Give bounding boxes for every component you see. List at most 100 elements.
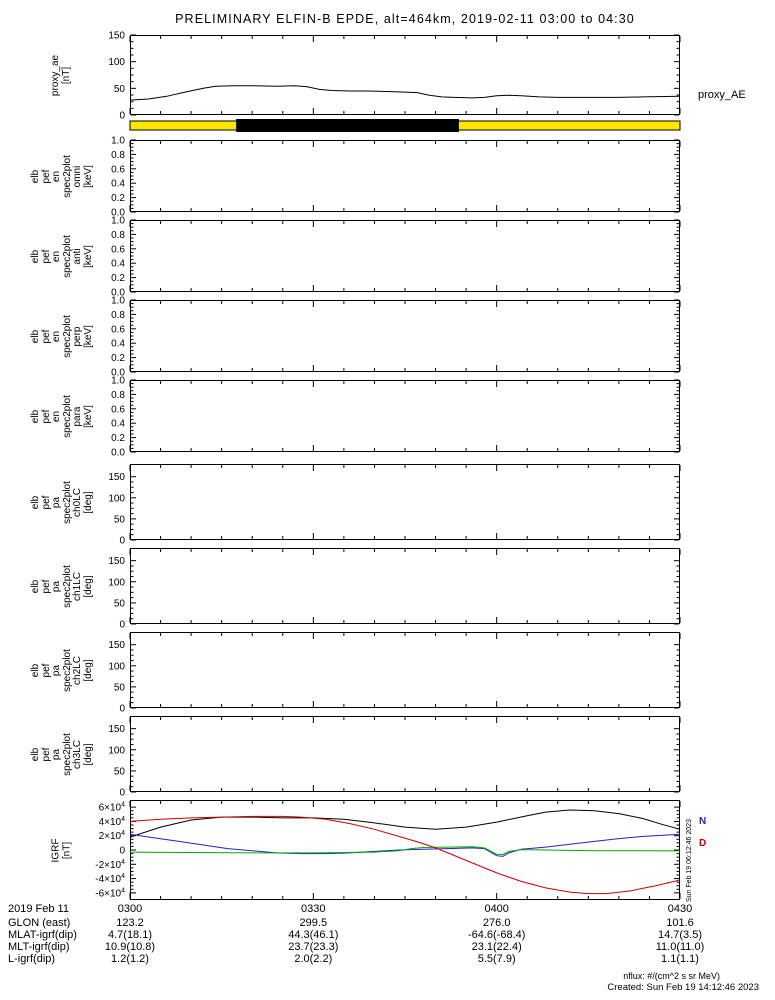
ytick-label: 50	[114, 766, 126, 777]
ytick-label: 0.4	[111, 259, 125, 270]
ylabel-en_spec_omni: elb pef en spec2plot omni [keV]	[29, 154, 94, 198]
ytick-label: 0	[119, 704, 125, 715]
ytick-label: 0	[119, 788, 125, 799]
ytick-label: 4×104	[99, 816, 126, 828]
table-cell: 276.0	[482, 917, 511, 929]
panel-en_spec_omni: 0.0 0.2 0.4 0.6 0.8 1.0	[111, 136, 681, 219]
ytick-label: 0.4	[111, 179, 125, 190]
ytick-label: 0.8	[111, 230, 125, 241]
ytick-label: 0.2	[111, 193, 125, 204]
ytick-label: 150	[108, 724, 125, 735]
row-label: 2019 Feb 11	[8, 903, 69, 915]
time-axis-row: 2019 Feb 11 0300 0330 0400 0430	[0, 903, 775, 915]
panel-en_spec_anti: 0.0 0.2 0.4 0.6 0.8 1.0	[111, 216, 681, 299]
ytick-label: 100	[108, 57, 125, 68]
table-cell: 11.0(11.0)	[655, 941, 705, 953]
ytick-label: 0.0	[111, 448, 125, 459]
series-N	[129, 833, 681, 857]
ytick-label: 0.6	[111, 164, 125, 175]
table-cell: 1.1(1.1)	[661, 953, 699, 965]
ytick-label: 0.4	[111, 419, 125, 430]
ylabel-en_spec_para: elb pef en spec2plot para [keV]	[29, 394, 94, 438]
ytick-label: 0	[119, 620, 125, 631]
ytick-label: 0	[119, 111, 125, 122]
table-cell: 0330	[301, 903, 326, 915]
table-cell: 2.0(2.2)	[294, 953, 333, 965]
table-cell: 44.3(46.1)	[288, 929, 339, 941]
ytick-label: 0	[119, 846, 125, 857]
table-cell: 0300	[117, 903, 143, 915]
table-cell: 5.5(7.9)	[477, 953, 516, 965]
ytick-label: 0.0	[111, 288, 125, 299]
ytick-label: 0	[119, 536, 125, 547]
table-cell: 14.7(3.5)	[657, 929, 703, 941]
ylabel-en_spec_perp: elb pef en spec2plot perp [keV]	[29, 314, 94, 358]
panel-en_spec_perp: 0.0 0.2 0.4 0.6 0.8 1.0	[111, 296, 681, 379]
panel-availability_bar	[129, 119, 681, 132]
table-cell: -64.6(-68.4)	[467, 929, 526, 941]
ylabel-proxy_ae: proxy_ae [nT]	[50, 54, 72, 96]
ytick-label: 150	[108, 31, 125, 42]
series-B	[129, 809, 681, 838]
ytick-label: 0.0	[111, 208, 125, 219]
plot-title: PRELIMINARY ELFIN-B EPDE, alt=464km, 201…	[175, 12, 635, 26]
ytick-label: 50	[114, 514, 126, 525]
ytick-label: 1.0	[111, 216, 125, 227]
ytick-label: 0.2	[111, 273, 125, 284]
ephemeris-row: L-igrf(dip) 1.2(1.2) 2.0(2.2) 5.5(7.9) 1.1(1…	[0, 953, 775, 965]
igrf-legend-N: N	[699, 816, 707, 827]
nflux-note: nflux: #/(cm^2 s sr MeV)	[623, 971, 720, 981]
ylabel-pa_spec_ch3lc: elb pef pa spec2plot ch3LC [deg]	[29, 732, 94, 776]
ephemeris-row: GLON (east) 123.2 299.5 276.0 101.6	[0, 917, 775, 929]
panel-pa_spec_ch1lc: 0 50 100 150	[108, 548, 681, 631]
ytick-label: 1.0	[111, 376, 125, 387]
table-cell: 123.2	[116, 917, 144, 929]
ytick-label: 1.0	[111, 136, 125, 147]
row-label: GLON (east)	[8, 917, 71, 929]
ytick-label: 1.0	[111, 296, 125, 307]
table-cell: 23.1(22.4)	[471, 941, 522, 953]
ytick-label: 0.8	[111, 150, 125, 161]
table-cell: 23.7(23.3)	[288, 941, 339, 953]
row-label: MLT-igrf(dip)	[8, 941, 70, 953]
ylabel-en_spec_anti: elb pef en spec2plot anti [keV]	[29, 234, 94, 278]
ytick-label: 0.6	[111, 404, 125, 415]
ylabel-igrf: IGRF [nT]	[50, 838, 72, 862]
table-cell: 0430	[667, 903, 693, 915]
igrf-legend-D: D	[699, 838, 707, 849]
series-E	[129, 846, 681, 856]
ylabel-pa_spec_ch2lc: elb pef pa spec2plot ch2LC [deg]	[29, 648, 94, 692]
panel-igrf: -6×104 -4×104 -2×104 0 2×104 4×104 6×104	[95, 800, 681, 900]
table-cell: 299.5	[299, 917, 328, 929]
table-cell: 0400	[484, 903, 509, 915]
ylabel-pa_spec_ch0lc: elb pef pa spec2plot ch0LC [deg]	[29, 480, 94, 524]
table-cell: 4.7(18.1)	[107, 929, 153, 941]
ytick-label: 50	[114, 598, 126, 609]
series-D	[129, 815, 681, 895]
created-note: Created: Sun Feb 19 14:12:46 2023	[607, 982, 759, 993]
ytick-label: 100	[108, 577, 125, 588]
ytick-label: 150	[108, 472, 125, 483]
right-label-proxy_ae: proxy_AE	[698, 89, 746, 102]
row-label: MLAT-igrf(dip)	[8, 929, 77, 941]
panel-pa_spec_ch3lc: 0 50 100 150	[108, 716, 681, 799]
ytick-label: 0.8	[111, 310, 125, 321]
ylabel-pa_spec_ch1lc: elb pef pa spec2plot ch1LC [deg]	[29, 564, 94, 608]
side-timestamp: Sun Feb 19 06:12:46 2023	[686, 819, 693, 902]
ytick-label: 150	[108, 556, 125, 567]
panel-en_spec_para: 0.0 0.2 0.4 0.6 0.8 1.0	[111, 376, 681, 459]
ytick-label: 100	[108, 745, 125, 756]
ytick-label: 0.6	[111, 244, 125, 255]
ytick-label: 0.2	[111, 353, 125, 364]
panel-proxy_ae: 0 50 100 150	[108, 31, 681, 122]
panel-pa_spec_ch2lc: 0 50 100 150	[108, 632, 681, 715]
ytick-label: -2×104	[95, 859, 125, 871]
ytick-label: 0.4	[111, 339, 125, 350]
ytick-label: 0.2	[111, 433, 125, 444]
ytick-label: 50	[114, 84, 126, 95]
ytick-label: 150	[108, 640, 125, 651]
ytick-label: 100	[108, 493, 125, 504]
ytick-label: 0.0	[111, 368, 125, 379]
